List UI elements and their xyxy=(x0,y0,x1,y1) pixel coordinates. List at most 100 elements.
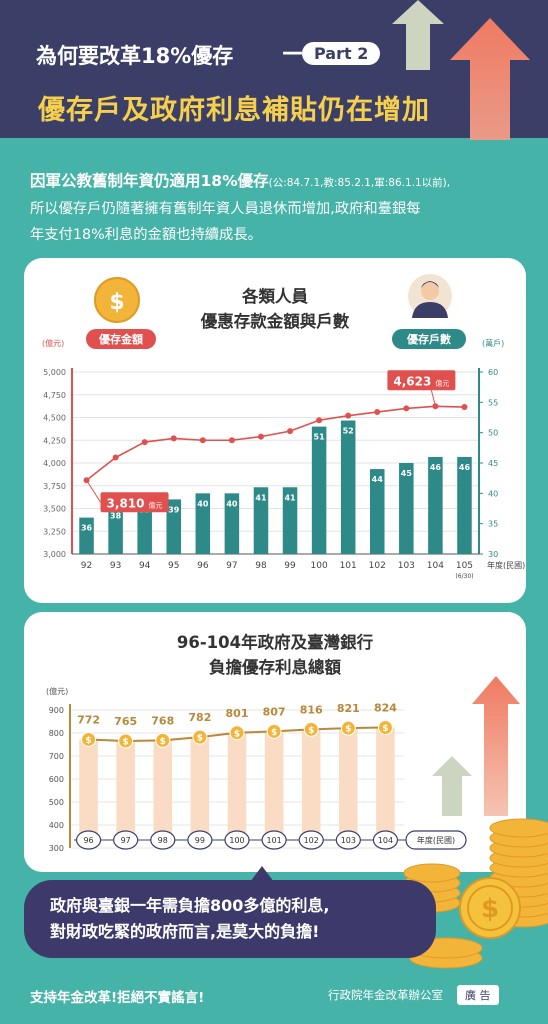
bar-households xyxy=(108,505,123,554)
x-tick-circle xyxy=(75,830,102,850)
x-tick-label: 101 xyxy=(266,836,281,845)
coin-point xyxy=(155,732,171,748)
x-tick-label: 95 xyxy=(168,561,179,571)
bar-value-label: 41 xyxy=(255,493,267,502)
x-tick-label: 97 xyxy=(226,561,237,571)
bar-value-label: 46 xyxy=(430,463,442,472)
right-badge-bg xyxy=(392,329,466,349)
coin-point-symbol: $ xyxy=(123,738,129,748)
page-subtitle: 優存戶及政府利息補貼仍在增加 xyxy=(38,95,430,126)
y-left-tick-label: 4,500 xyxy=(43,414,66,423)
callout-box xyxy=(100,492,169,513)
deposit-chart-card: 各類人員 優惠存款金額與戶數 3,000 3,250 3,500 3,750 4,000… xyxy=(24,258,526,603)
coin-point xyxy=(229,725,245,741)
y-left-unit: (億元) xyxy=(42,338,64,348)
up-arrow-gray-icon xyxy=(392,0,444,70)
y-right-tick-label: 50 xyxy=(488,429,498,438)
x-tick-label: 94 xyxy=(139,561,151,571)
data-label: 782 xyxy=(188,711,211,724)
coin-symbol: $ xyxy=(109,290,124,315)
x-tick-label: 102 xyxy=(304,836,319,845)
x-axis-label-box xyxy=(405,830,467,850)
bar-households xyxy=(399,463,414,554)
chart1-title-line2: 優惠存款金額與戶數 xyxy=(200,312,350,331)
ad-badge: 廣 告 xyxy=(457,985,499,1005)
pale-column xyxy=(190,737,210,840)
bar-value-label: 52 xyxy=(343,427,354,436)
person-icon-body xyxy=(412,302,448,318)
person-icon-head xyxy=(421,282,439,300)
message-line-1: 政府與臺銀一年需負擔800多億的利息, xyxy=(50,896,330,915)
bar-households xyxy=(224,493,240,554)
person-icon-hair xyxy=(421,281,439,288)
x-tick-circle xyxy=(261,830,287,850)
line-point xyxy=(170,435,177,442)
bar-value-label: 40 xyxy=(226,499,238,508)
bar-households xyxy=(311,426,327,554)
coin-point-symbol: $ xyxy=(160,737,166,747)
left-badge-bg xyxy=(86,329,156,349)
line-point xyxy=(257,433,264,440)
intro-text: 因軍公教舊制年資仍適用18%優存(公:84.7.1,教:85.2.1,軍:86.… xyxy=(30,168,525,248)
line-point xyxy=(345,412,352,419)
y-right-tick-label: 40 xyxy=(488,489,498,498)
coin-point-symbol: $ xyxy=(234,729,240,739)
coin-point xyxy=(118,733,134,749)
x-tick-label: 104 xyxy=(378,836,393,845)
chart2-title-line2: 負擔優存利息總額 xyxy=(209,658,341,677)
data-label: 821 xyxy=(337,702,360,715)
coin-point-symbol: $ xyxy=(85,736,91,746)
data-label: 807 xyxy=(263,705,286,718)
interest-chart: 300 400 500 600 700 800 900 (億元) $772 $765 $768 $78… xyxy=(46,686,467,853)
x-tick-label: 97 xyxy=(121,836,131,845)
line-point xyxy=(199,437,206,444)
line-point xyxy=(374,409,381,416)
x-tick-label: 99 xyxy=(195,836,205,845)
pale-column xyxy=(339,728,358,840)
line-point xyxy=(83,477,90,484)
intro-line-3: 年支付18%利息的金額也持續成長。 xyxy=(30,227,262,243)
y-right-tick-label: 35 xyxy=(488,520,498,529)
bar-households xyxy=(166,499,182,554)
right-badge-label: 優存戶數 xyxy=(406,332,451,346)
x-axis-label: 年度(民國) xyxy=(417,835,455,845)
x-tick-label: 101 xyxy=(340,561,357,571)
chart1-title-line1: 各類人員 xyxy=(242,287,308,306)
coin-point xyxy=(192,729,208,745)
title-dash: — xyxy=(282,40,303,64)
y-right-tick-label: 60 xyxy=(488,368,498,377)
line-deposit-amount xyxy=(86,405,465,481)
up-arrow-small-gray-icon xyxy=(432,756,472,816)
coin-point-symbol: $ xyxy=(382,724,388,734)
bar-value-label: 45 xyxy=(401,469,413,478)
pale-column xyxy=(227,732,247,840)
data-label: 816 xyxy=(300,703,323,716)
x-tick-label: 103 xyxy=(398,561,415,571)
y-unit: (億元) xyxy=(46,686,68,696)
line-point xyxy=(112,454,119,461)
page-title: 為何要改革18%優存 xyxy=(36,44,234,68)
y-tick-label: 600 xyxy=(49,775,64,784)
left-badge-label: 優存金額 xyxy=(98,332,143,346)
data-label: 765 xyxy=(114,715,137,728)
bar-households xyxy=(79,517,94,554)
x-tick-label: 98 xyxy=(255,561,267,571)
coin-point xyxy=(81,731,97,747)
x-tick-circle xyxy=(335,830,361,850)
deposit-chart: 3,000 3,250 3,500 3,750 4,000 4,250 4,500 4,750… xyxy=(42,274,525,580)
y-tick-label: 900 xyxy=(49,706,64,715)
callout-leader xyxy=(430,390,436,407)
y-right-unit: (萬戶) xyxy=(482,338,504,348)
bar-households xyxy=(282,487,298,554)
x-tick-label: 92 xyxy=(81,561,92,571)
data-label: 772 xyxy=(77,713,100,726)
bar-households xyxy=(137,499,152,554)
intro-note: (公:84.7.1,教:85.2.1,軍:86.1.1以前), xyxy=(268,177,451,189)
coin-icon xyxy=(94,277,140,323)
bar-households xyxy=(195,493,211,554)
x-tick-label: 96 xyxy=(83,836,93,845)
y-right-tick-label: 45 xyxy=(488,459,498,468)
bar-value-label: 38 xyxy=(110,511,122,520)
x-tick-label: 105 xyxy=(456,561,473,571)
bar-value-label: 44 xyxy=(372,475,384,484)
